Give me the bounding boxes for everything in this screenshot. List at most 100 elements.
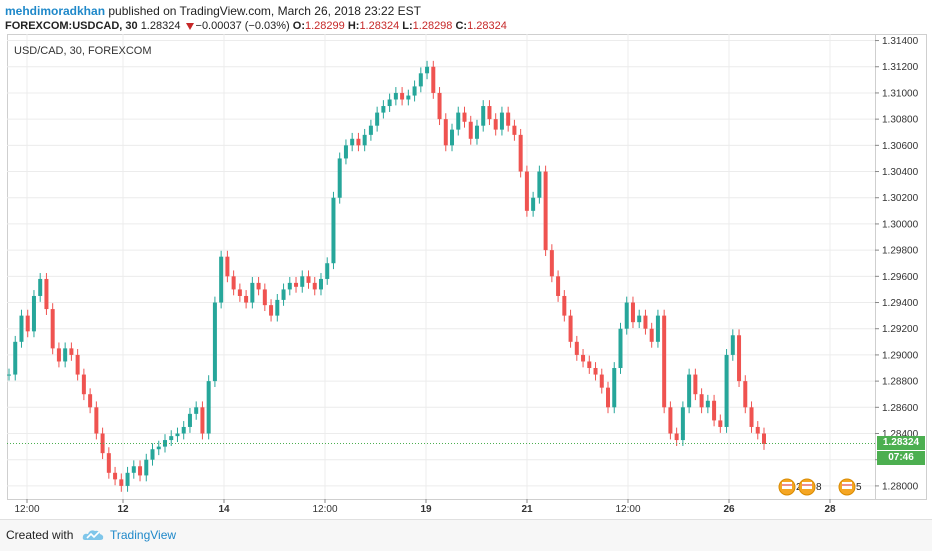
candle-body xyxy=(443,119,448,146)
candle-body xyxy=(181,426,186,434)
candle-body xyxy=(456,112,461,130)
y-tick-label: 1.29400 xyxy=(882,298,919,309)
candle-body xyxy=(730,335,735,355)
grid-lines xyxy=(7,34,927,500)
candle-body xyxy=(581,354,586,362)
candle-body xyxy=(318,278,323,290)
candle-body xyxy=(749,407,754,427)
candle-body xyxy=(693,374,698,395)
candle-body xyxy=(531,197,536,211)
event-markers: 285 xyxy=(778,478,862,496)
candle-body xyxy=(88,394,93,408)
candle-body xyxy=(506,112,511,126)
open-value: 1.28299 xyxy=(305,20,345,32)
candle-body xyxy=(499,112,504,130)
candle-body xyxy=(31,295,36,332)
candle-body xyxy=(755,426,760,434)
x-tick-label: 12:00 xyxy=(615,504,640,515)
candle-body xyxy=(606,387,611,408)
candle-body xyxy=(119,479,124,486)
candle-body xyxy=(393,92,398,100)
candle-body xyxy=(368,125,373,135)
candle-body xyxy=(38,278,43,296)
candle-body xyxy=(462,112,467,122)
candle-body xyxy=(743,381,748,408)
tradingview-link[interactable]: TradingView xyxy=(110,528,177,542)
candle-body xyxy=(281,289,286,300)
candle-body xyxy=(106,453,111,473)
candle-body xyxy=(219,256,224,303)
candle-body xyxy=(450,129,455,146)
chart-frame xyxy=(7,34,927,500)
candle-body xyxy=(13,341,18,375)
candle-body xyxy=(94,407,99,434)
published-text: published on TradingView.com, March 26, … xyxy=(108,4,422,18)
candlestick-chart[interactable]: 1.31400 1.31200 1.31000 1.30800 1.30600 1.304… xyxy=(7,34,927,515)
high-value: 1.28324 xyxy=(359,20,400,32)
candle-body xyxy=(562,295,567,316)
candle-body xyxy=(412,86,417,96)
candle-body xyxy=(50,309,55,349)
candle-body xyxy=(431,66,436,93)
last-price: 1.28324 xyxy=(140,20,181,32)
low-value: 1.28298 xyxy=(412,20,453,32)
chart-symbol-label: USD/CAD, 30, FOREXCOM xyxy=(14,45,152,57)
candle-body xyxy=(287,282,292,290)
candle-body xyxy=(331,197,336,264)
down-arrow-icon xyxy=(185,22,194,30)
candle-body xyxy=(737,335,742,382)
tradingview-cloud-icon[interactable] xyxy=(82,528,104,542)
price-change: −0.00037 (−0.03%) xyxy=(195,20,290,32)
candle-body xyxy=(362,134,367,146)
y-tick-label: 1.30600 xyxy=(882,141,919,152)
candle-body xyxy=(200,407,205,434)
candle-body xyxy=(762,433,766,444)
close-value: 1.28324 xyxy=(467,20,507,32)
candle-body xyxy=(637,315,642,323)
x-tick-label: 12:00 xyxy=(312,504,337,515)
ohlc-header: FOREXCOM:USDCAD, 30 1.28324 −0.00037 (−0… xyxy=(5,19,507,33)
candle-body xyxy=(574,341,579,355)
candle-body xyxy=(425,66,430,74)
candle-body xyxy=(474,125,479,139)
bar-countdown-tag: 07:46 xyxy=(877,451,925,466)
candle-body xyxy=(244,295,249,303)
us-flag-event-icon: 5 xyxy=(838,478,862,496)
candle-body xyxy=(487,106,492,120)
y-tick-label: 1.28000 xyxy=(882,481,919,492)
candle-body xyxy=(69,348,74,355)
last-price-tag: 1.28324 xyxy=(877,436,925,451)
created-with-text: Created with xyxy=(6,528,74,542)
x-tick-label: 14 xyxy=(218,504,230,515)
candle-body xyxy=(668,407,673,434)
candle-body xyxy=(7,374,11,376)
candle-body xyxy=(400,92,405,100)
candle-body xyxy=(556,276,561,296)
candle-body xyxy=(275,299,280,316)
candle-body xyxy=(418,73,423,87)
close-label: C: xyxy=(455,20,468,32)
candle-body xyxy=(113,472,118,480)
us-flag-event-icon: 8 xyxy=(798,478,822,496)
candle-body xyxy=(25,315,30,332)
candle-body xyxy=(19,315,24,342)
candle-body xyxy=(175,433,180,437)
candle-body xyxy=(674,433,679,441)
candle-body xyxy=(375,112,380,126)
y-tick-label: 1.30000 xyxy=(882,219,919,230)
candle-body xyxy=(599,374,604,388)
candle-body xyxy=(712,400,717,421)
candle-body xyxy=(343,145,348,159)
candle-body xyxy=(643,315,648,329)
y-tick-label: 1.29800 xyxy=(882,246,919,257)
candle-body xyxy=(699,394,704,408)
candle-body xyxy=(718,420,723,427)
time-axis: 12:00 12 14 12:00 19 21 12:00 26 28 xyxy=(14,499,836,515)
author-link[interactable]: mehdimoradkhan xyxy=(5,4,106,18)
candle-body xyxy=(518,134,523,172)
candle-body xyxy=(587,361,592,369)
open-label: O: xyxy=(292,20,305,32)
candle-body xyxy=(144,459,149,476)
candle-body xyxy=(537,171,542,198)
candle-body xyxy=(156,446,161,450)
